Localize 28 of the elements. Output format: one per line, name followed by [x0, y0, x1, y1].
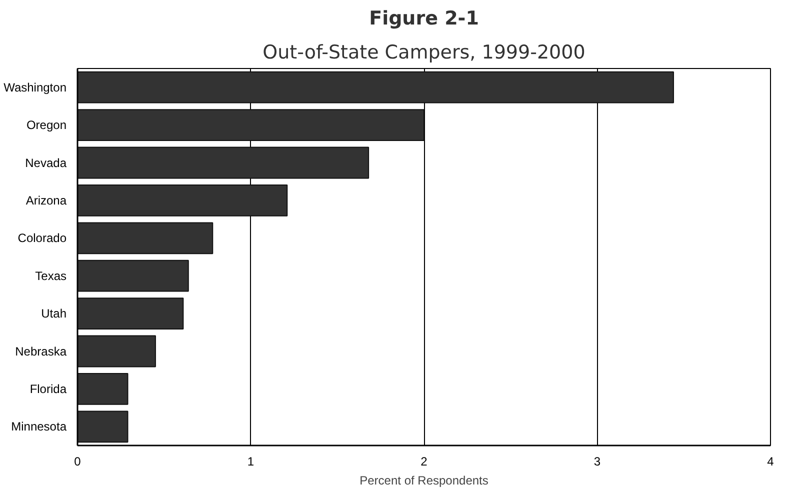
y-tick-label: Minnesota: [11, 420, 67, 434]
x-tick-label: 3: [594, 454, 601, 468]
y-tick-label: Arizona: [26, 193, 67, 208]
y-tick-label: Oregon: [26, 118, 67, 132]
y-tick-label: Nevada: [25, 156, 67, 170]
chart-title: Figure 2-1: [369, 8, 479, 30]
x-tick-label: 1: [247, 454, 254, 468]
y-tick-label: Washington: [4, 80, 67, 94]
bar: [78, 109, 424, 142]
y-tick-label: Texas: [35, 268, 67, 283]
x-tick-label: 0: [74, 454, 82, 468]
y-tick-label: Utah: [41, 306, 67, 321]
x-tick-label: 4: [767, 454, 774, 468]
bar: [78, 410, 128, 443]
bar: [78, 184, 288, 216]
bar: [78, 222, 214, 254]
bar: [78, 146, 370, 179]
bar: [78, 372, 128, 405]
y-tick-label: Florida: [30, 382, 67, 396]
x-axis-title: Percent of Respondents: [360, 474, 488, 488]
y-tick-label: Colorado: [18, 231, 67, 246]
bar: [78, 260, 189, 292]
x-tick-label: 2: [420, 454, 428, 468]
y-tick-label: Nebraska: [15, 344, 67, 358]
bar: [78, 298, 184, 330]
bar: [78, 71, 674, 104]
bar: [78, 335, 156, 368]
chart-subtitle: Out-of-State Campers, 1999-2000: [262, 42, 586, 64]
